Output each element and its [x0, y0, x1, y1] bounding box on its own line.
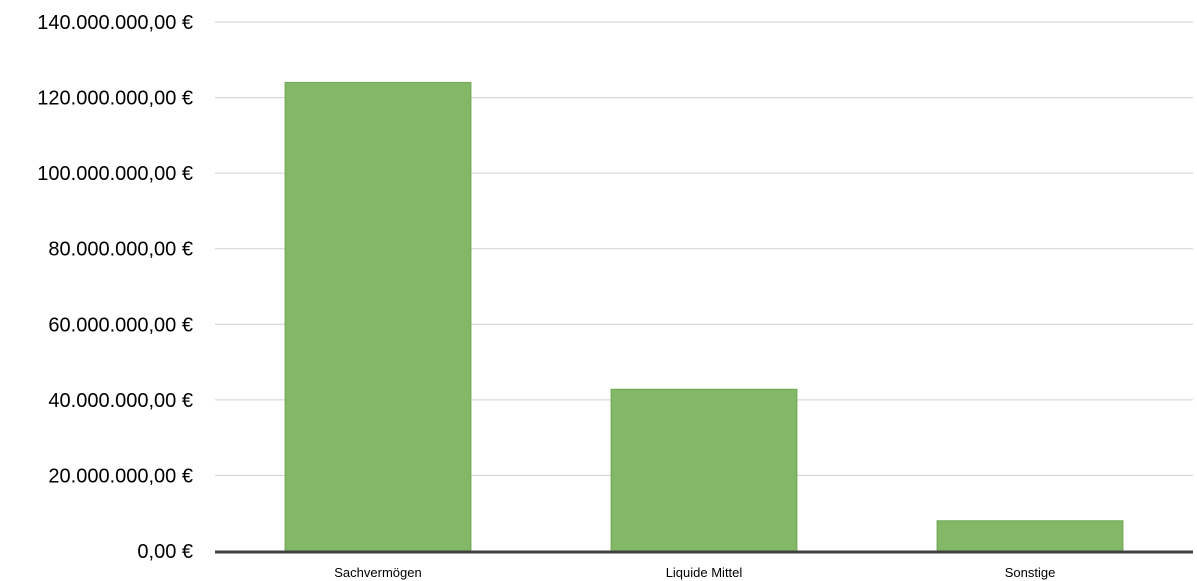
x-category-label: Liquide Mittel [666, 565, 743, 580]
bar [610, 388, 798, 552]
bars [284, 81, 1124, 552]
y-tick-label: 120.000.000,00 € [37, 88, 193, 110]
x-category-label: Sachvermögen [334, 565, 421, 580]
bar [284, 81, 472, 552]
bar [936, 520, 1124, 552]
y-tick-label: 20.000.000,00 € [48, 465, 193, 487]
y-tick-label: 60.000.000,00 € [48, 314, 193, 336]
x-category-label: Sonstige [1005, 565, 1056, 580]
y-axis-tick-labels: 0,00 € 20.000.000,00 € 40.000.000,00 € 60.0… [37, 12, 193, 563]
y-tick-label: 100.000.000,00 € [37, 163, 193, 185]
y-tick-label: 40.000.000,00 € [48, 390, 193, 412]
y-tick-label: 80.000.000,00 € [48, 239, 193, 261]
y-tick-label: 140.000.000,00 € [37, 12, 193, 34]
y-tick-label: 0,00 € [137, 541, 193, 563]
x-axis-category-labels: Sachvermögen Liquide Mittel Sonstige [334, 565, 1055, 580]
